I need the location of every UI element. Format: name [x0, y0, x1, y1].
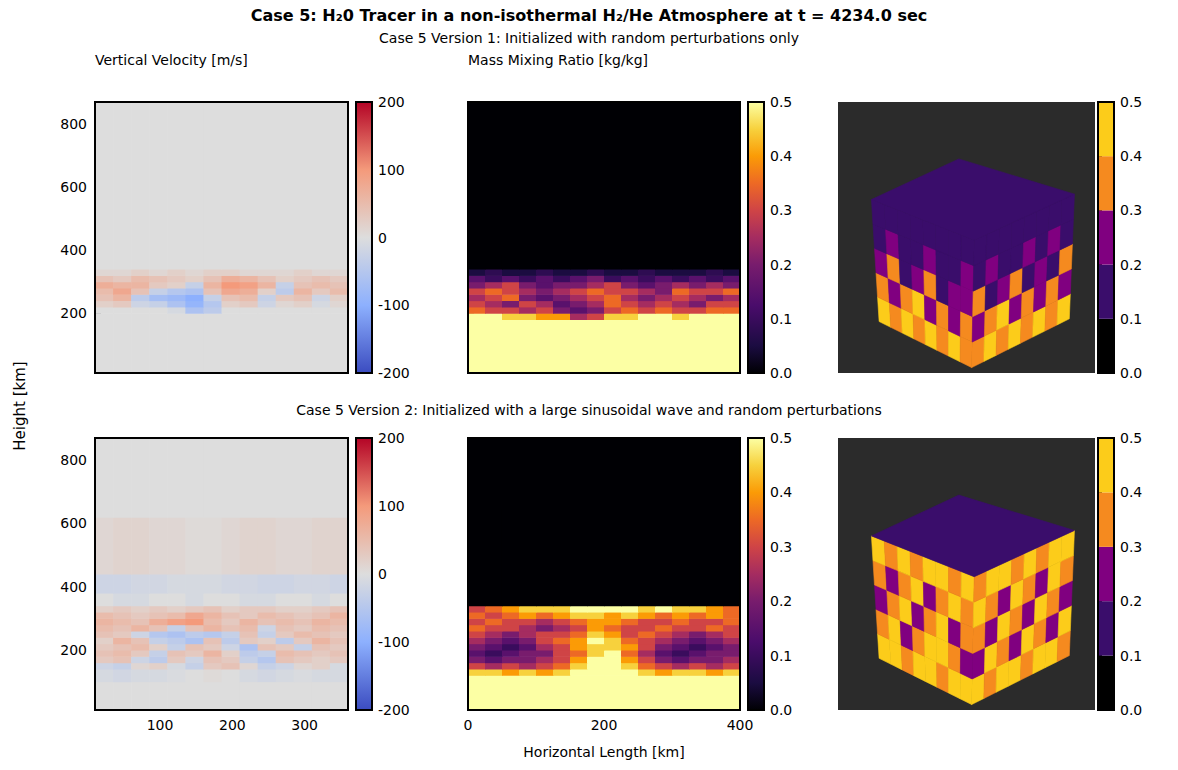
svg-text:Case 5 Version 1: Initialized: Case 5 Version 1: Initialized with rando…	[379, 30, 799, 46]
svg-text:200: 200	[378, 430, 405, 446]
svg-text:100: 100	[147, 717, 174, 733]
svg-text:100: 100	[378, 498, 405, 514]
svg-text:0.1: 0.1	[1120, 648, 1142, 664]
svg-text:200: 200	[60, 305, 87, 321]
svg-text:-100: -100	[378, 297, 410, 313]
svg-text:200: 200	[219, 717, 246, 733]
svg-text:0: 0	[378, 566, 387, 582]
svg-text:400: 400	[60, 242, 87, 258]
svg-text:800: 800	[60, 452, 87, 468]
svg-text:0: 0	[378, 230, 387, 246]
svg-text:Vertical Velocity [m/s]: Vertical Velocity [m/s]	[95, 52, 248, 68]
svg-text:0.4: 0.4	[770, 148, 792, 164]
svg-text:100: 100	[378, 162, 405, 178]
svg-text:0.2: 0.2	[1120, 593, 1142, 609]
svg-text:0.0: 0.0	[1120, 702, 1142, 718]
svg-text:0.2: 0.2	[770, 593, 792, 609]
svg-text:0: 0	[464, 717, 473, 733]
svg-text:0.5: 0.5	[1120, 430, 1142, 446]
svg-text:600: 600	[60, 515, 87, 531]
svg-text:600: 600	[60, 179, 87, 195]
svg-text:-200: -200	[378, 365, 410, 381]
svg-text:400: 400	[60, 579, 87, 595]
svg-text:0.4: 0.4	[770, 484, 792, 500]
svg-text:800: 800	[60, 116, 87, 132]
svg-text:0.3: 0.3	[770, 539, 792, 555]
svg-text:200: 200	[591, 717, 618, 733]
svg-text:0.5: 0.5	[1120, 94, 1142, 110]
svg-text:400: 400	[727, 717, 754, 733]
svg-text:0.2: 0.2	[1120, 257, 1142, 273]
svg-text:0.1: 0.1	[770, 311, 792, 327]
svg-text:Case 5 Version 2: Initialized: Case 5 Version 2: Initialized with a lar…	[296, 402, 881, 418]
svg-text:0.3: 0.3	[1120, 202, 1142, 218]
svg-text:0.3: 0.3	[770, 202, 792, 218]
svg-text:200: 200	[60, 642, 87, 658]
svg-text:300: 300	[291, 717, 318, 733]
svg-text:0.4: 0.4	[1120, 148, 1142, 164]
svg-text:200: 200	[378, 94, 405, 110]
svg-text:0.2: 0.2	[770, 257, 792, 273]
svg-text:0.0: 0.0	[770, 702, 792, 718]
svg-text:0.1: 0.1	[1120, 311, 1142, 327]
svg-text:Height [km]: Height [km]	[11, 361, 29, 450]
svg-text:0.3: 0.3	[1120, 539, 1142, 555]
svg-text:0.0: 0.0	[770, 365, 792, 381]
svg-text:0.5: 0.5	[770, 94, 792, 110]
svg-text:Case 5: H₂0 Tracer in a non-is: Case 5: H₂0 Tracer in a non-isothermal H…	[251, 6, 928, 25]
svg-text:0.5: 0.5	[770, 430, 792, 446]
svg-text:0.0: 0.0	[1120, 365, 1142, 381]
svg-text:-200: -200	[378, 702, 410, 718]
svg-text:Mass Mixing Ratio [kg/kg]: Mass Mixing Ratio [kg/kg]	[468, 52, 648, 68]
svg-text:-100: -100	[378, 634, 410, 650]
svg-text:Horizontal Length [km]: Horizontal Length [km]	[523, 744, 684, 760]
svg-text:0.1: 0.1	[770, 648, 792, 664]
svg-text:0.4: 0.4	[1120, 484, 1142, 500]
